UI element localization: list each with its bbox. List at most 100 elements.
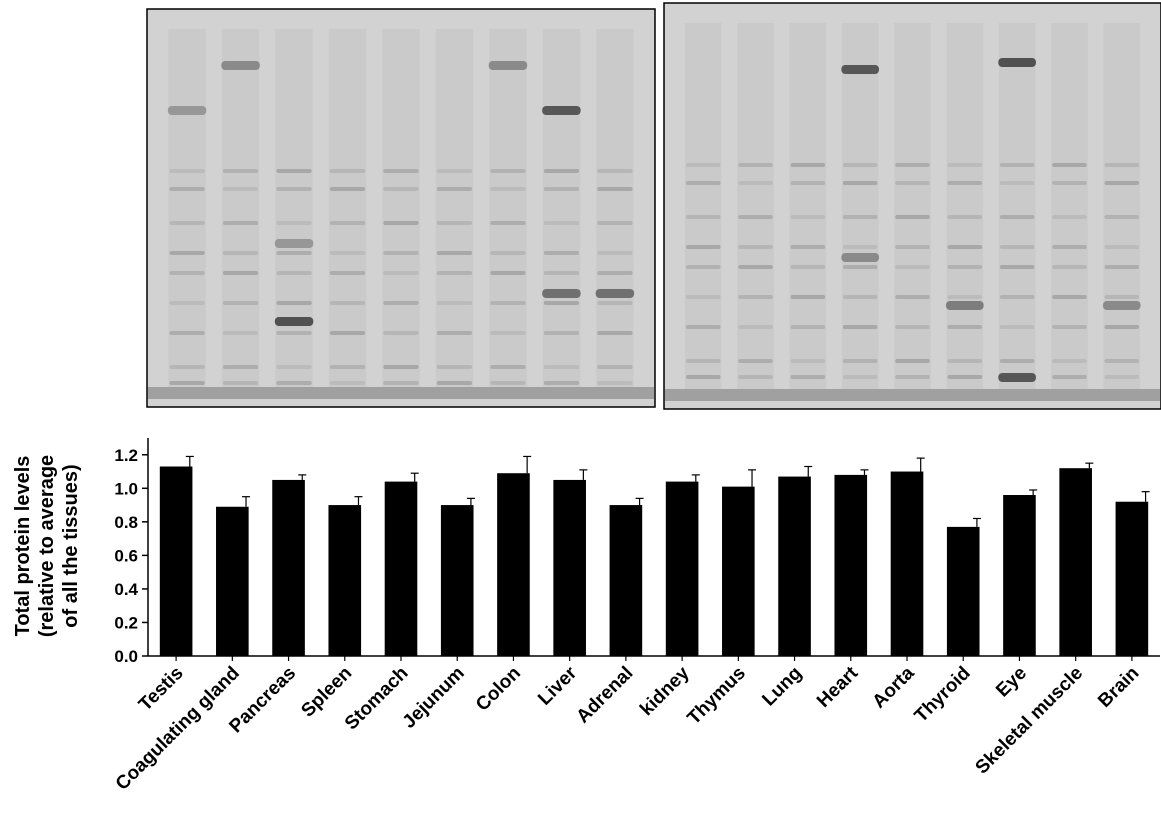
bar-colon <box>497 473 530 656</box>
gel-band <box>842 325 878 329</box>
gel-band <box>999 265 1035 269</box>
gel-band <box>222 251 259 255</box>
gel-band <box>895 181 930 185</box>
gel-band <box>842 265 878 269</box>
gel-lane <box>841 23 879 389</box>
bar-aorta <box>890 471 924 656</box>
bar-heart <box>834 474 868 656</box>
gel-band <box>383 381 419 385</box>
gel-band <box>947 295 983 299</box>
gel-band <box>947 359 983 363</box>
gel-band <box>543 365 580 369</box>
x-tick-label: Lung <box>758 663 806 711</box>
gel-band <box>383 301 419 305</box>
gel-band <box>383 251 419 255</box>
gel-band <box>947 265 983 269</box>
gel-band <box>436 251 473 255</box>
gel-lane <box>998 23 1036 389</box>
gel-image <box>146 2 1161 410</box>
y-tick-label: 1.2 <box>114 446 138 465</box>
gel-band-strong <box>274 239 314 248</box>
gel-band <box>999 245 1035 249</box>
gel-band <box>597 301 633 305</box>
gel-band <box>169 187 205 191</box>
gel-band <box>685 325 721 329</box>
gel-band <box>1052 359 1087 363</box>
gel-band <box>436 221 473 225</box>
gel-band <box>1104 215 1140 219</box>
bar-liver <box>553 479 586 656</box>
gel-band <box>597 169 633 173</box>
gel-band <box>436 169 473 173</box>
gel-band <box>222 271 259 275</box>
y-tick-label: 0.8 <box>114 513 138 532</box>
gel-lane <box>789 23 827 389</box>
gel-band <box>169 365 205 369</box>
gel-band <box>543 251 580 255</box>
gel-lane <box>1051 23 1088 389</box>
bar-coagulating-gland <box>216 506 249 656</box>
gel-band <box>1052 163 1087 167</box>
gel-band <box>790 295 826 299</box>
gel-band <box>999 295 1035 299</box>
gel-band <box>895 245 930 249</box>
bar-brain <box>1115 501 1149 656</box>
x-tick-label: Skeletal muscle <box>972 663 1088 779</box>
gel-band <box>436 301 473 305</box>
x-tick-label: Adrenal <box>573 663 638 728</box>
bar-testis <box>159 466 193 656</box>
gel-band <box>895 215 930 219</box>
gel-band <box>543 221 580 225</box>
y-tick-label: 0.4 <box>114 580 138 599</box>
gel-band <box>947 245 983 249</box>
gel-band <box>790 325 826 329</box>
y-tick-label: 0.6 <box>114 546 138 565</box>
y-axis-label: Total protein levels (relative to averag… <box>12 455 82 637</box>
gel-band <box>738 215 773 219</box>
gel-lane <box>596 29 634 387</box>
gel-band <box>329 221 366 225</box>
gel-band <box>895 265 930 269</box>
gel-band-strong <box>274 317 314 326</box>
gel-band <box>490 331 526 335</box>
gel-band <box>895 295 930 299</box>
gel-band <box>222 365 259 369</box>
gel-band <box>842 181 878 185</box>
gel-band-strong <box>998 58 1036 67</box>
gel-band <box>597 271 633 275</box>
gel-band <box>329 187 366 191</box>
gel-lane <box>328 29 367 387</box>
gel-band <box>947 375 983 379</box>
gel-band <box>1104 325 1140 329</box>
x-tick-label: Liver <box>534 662 581 709</box>
gel-band-strong <box>841 253 880 262</box>
gel-band <box>169 169 205 173</box>
bar-spleen <box>328 505 362 656</box>
gel-band <box>276 271 312 275</box>
gel-band <box>276 221 312 225</box>
y-tick-label: 0.0 <box>114 647 138 666</box>
gel-band <box>738 375 773 379</box>
gel-band <box>329 381 366 385</box>
gel-band <box>276 251 312 255</box>
gel-band <box>842 215 878 219</box>
gel-lane <box>168 29 206 387</box>
y-axis: 0.0 0.2 0.4 0.6 0.8 1.0 1.2 <box>114 438 149 666</box>
gel-lane <box>1103 23 1141 389</box>
gel-lane <box>894 23 931 389</box>
gel-band <box>790 375 826 379</box>
gel-band-strong <box>167 106 207 115</box>
bar-adrenal <box>609 505 643 656</box>
gel-band <box>490 187 526 191</box>
gel-band <box>790 181 826 185</box>
gel-band <box>999 325 1035 329</box>
gel-panel-1 <box>146 8 656 408</box>
gel-lane <box>489 29 527 387</box>
gel-lane <box>737 23 774 389</box>
gel-band <box>169 271 205 275</box>
gel-band <box>947 325 983 329</box>
x-tick-label: Colon <box>472 663 525 716</box>
gel-lane <box>221 29 260 387</box>
